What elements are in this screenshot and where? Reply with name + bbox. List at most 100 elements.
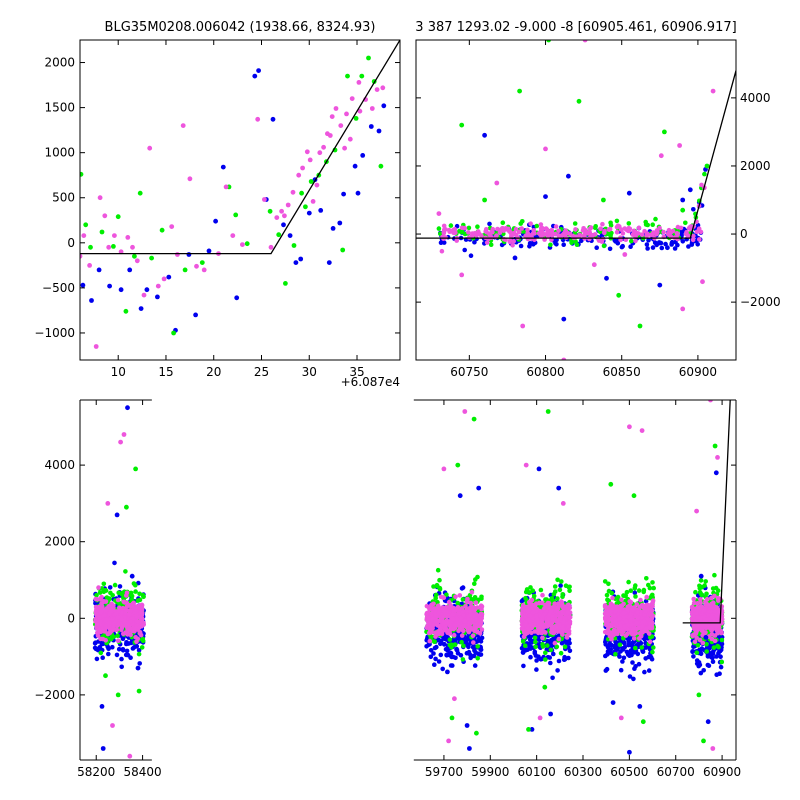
data-point-green bbox=[534, 223, 540, 229]
data-point-blue bbox=[536, 654, 541, 659]
data-point-blue bbox=[619, 244, 625, 250]
data-point-pink bbox=[509, 233, 515, 238]
data-point-green bbox=[548, 242, 553, 248]
data-point-blue bbox=[615, 647, 620, 652]
data-point-blue bbox=[680, 197, 686, 203]
data-point-blue bbox=[695, 242, 700, 247]
data-point-pink bbox=[560, 610, 565, 616]
data-point-blue bbox=[550, 675, 555, 681]
data-point-green bbox=[628, 588, 634, 593]
data-point-pink bbox=[526, 232, 531, 238]
data-point-pink bbox=[347, 136, 353, 142]
data-point-pink bbox=[93, 344, 99, 349]
data-point-blue bbox=[680, 239, 686, 244]
data-point-pink bbox=[628, 618, 633, 624]
data-point-pink bbox=[285, 202, 291, 208]
data-point-pink bbox=[635, 616, 640, 621]
data-point-green bbox=[267, 208, 273, 214]
data-point-pink bbox=[473, 600, 479, 605]
data-point-pink bbox=[561, 357, 567, 360]
data-point-blue bbox=[620, 659, 625, 664]
data-point-green bbox=[643, 219, 648, 225]
data-point-pink bbox=[647, 625, 653, 630]
y-tick-label: −2000 bbox=[740, 295, 781, 309]
plot-area bbox=[92, 400, 731, 759]
data-point-green bbox=[159, 227, 165, 233]
data-point-blue bbox=[110, 644, 115, 650]
data-point-green bbox=[533, 644, 538, 650]
data-point-pink bbox=[555, 606, 561, 612]
data-point-blue bbox=[547, 655, 552, 660]
data-point-green bbox=[133, 582, 138, 588]
data-point-pink bbox=[490, 226, 496, 232]
data-point-blue bbox=[558, 583, 563, 588]
data-point-green bbox=[472, 595, 478, 600]
data-point-pink bbox=[529, 597, 535, 603]
data-point-blue bbox=[604, 275, 609, 281]
data-point-pink bbox=[240, 242, 245, 248]
data-point-pink bbox=[619, 603, 625, 609]
data-point-green bbox=[702, 171, 707, 177]
data-point-blue bbox=[551, 651, 556, 657]
data-point-pink bbox=[107, 620, 112, 625]
data-point-green bbox=[637, 323, 643, 329]
data-point-pink bbox=[658, 153, 664, 159]
data-point-pink bbox=[523, 622, 528, 628]
data-point-blue bbox=[657, 282, 663, 288]
data-point-pink bbox=[513, 226, 519, 232]
data-point-green bbox=[616, 292, 622, 298]
data-point-pink bbox=[439, 248, 445, 254]
data-point-pink bbox=[530, 231, 536, 236]
data-point-green bbox=[459, 229, 465, 234]
data-point-blue bbox=[487, 221, 492, 227]
data-point-green bbox=[359, 73, 365, 79]
data-point-blue bbox=[472, 239, 477, 245]
data-point-green bbox=[569, 240, 574, 245]
data-point-green bbox=[567, 584, 572, 590]
data-point-green bbox=[435, 583, 440, 589]
data-point-green bbox=[574, 242, 580, 247]
data-point-pink bbox=[469, 589, 475, 595]
data-point-pink bbox=[699, 182, 704, 188]
data-point-green bbox=[713, 585, 719, 591]
data-point-pink bbox=[472, 613, 477, 619]
data-point-pink bbox=[631, 607, 636, 613]
data-point-blue bbox=[432, 662, 437, 667]
axis-frame bbox=[79, 39, 401, 361]
data-point-pink bbox=[464, 599, 470, 605]
data-point-pink bbox=[136, 625, 142, 630]
data-point-blue bbox=[519, 645, 525, 651]
data-point-pink bbox=[478, 616, 484, 621]
data-point-blue bbox=[482, 132, 487, 138]
data-point-green bbox=[554, 644, 560, 649]
data-point-blue bbox=[594, 245, 599, 250]
data-point-pink bbox=[604, 630, 610, 636]
data-point-pink bbox=[103, 624, 108, 630]
data-point-green bbox=[432, 639, 437, 644]
data-point-green bbox=[644, 576, 649, 581]
data-point-green bbox=[80, 171, 84, 177]
data-point-pink bbox=[510, 243, 515, 248]
data-point-green bbox=[101, 581, 107, 587]
data-point-pink bbox=[614, 621, 619, 627]
data-point-blue bbox=[659, 245, 665, 251]
data-point-blue bbox=[554, 242, 559, 247]
data-point-blue bbox=[636, 661, 642, 667]
data-point-blue bbox=[458, 653, 464, 658]
data-point-pink bbox=[96, 585, 101, 590]
data-point-pink bbox=[640, 624, 645, 629]
data-point-blue bbox=[669, 240, 675, 246]
data-point-green bbox=[137, 597, 143, 603]
data-point-pink bbox=[549, 625, 555, 630]
data-point-pink bbox=[591, 262, 597, 268]
data-point-pink bbox=[538, 226, 544, 231]
data-point-green bbox=[650, 222, 655, 227]
data-point-green bbox=[520, 639, 526, 644]
data-point-blue bbox=[549, 638, 554, 643]
data-point-blue bbox=[144, 287, 150, 293]
data-point-pink bbox=[428, 606, 433, 611]
data-point-pink bbox=[559, 603, 565, 608]
data-point-green bbox=[629, 238, 634, 244]
data-point-pink bbox=[536, 600, 542, 606]
